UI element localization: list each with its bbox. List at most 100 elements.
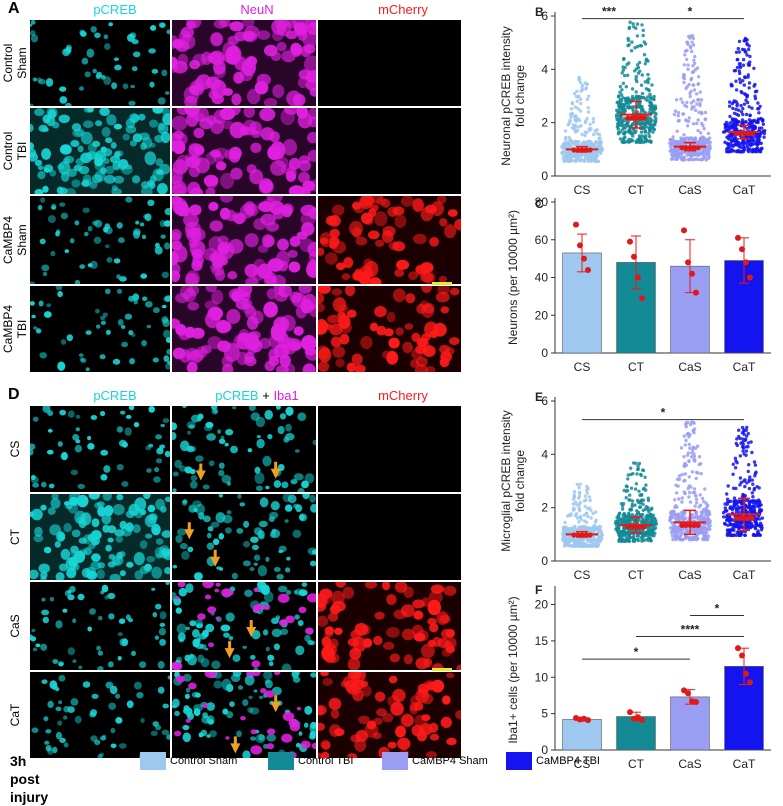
data-point [753,94,757,98]
x-tick-label: CaS [678,183,701,197]
data-point [743,259,749,266]
data-point [647,111,651,115]
data-point [682,63,686,67]
data-point [636,517,640,521]
data-point [730,101,734,106]
mouse-mean-point [579,532,585,538]
data-point [762,131,767,136]
data-point [742,452,746,456]
data-point [704,155,708,159]
y-tick-label: 0 [541,169,548,183]
data-point [737,510,741,514]
data-point [758,141,762,145]
data-point [632,535,636,539]
significance-label: * [634,645,639,659]
data-point [684,534,688,539]
data-point [621,96,625,100]
data-point [632,25,636,29]
panel-d-header-merge: pCREB + Iba1 [172,388,342,403]
data-point [648,95,653,99]
gridD-r2-c2 [318,582,461,670]
data-point [691,36,695,41]
mouse-mean-point [571,532,577,538]
data-point [701,537,705,542]
data-point [618,90,622,95]
data-point [566,539,571,543]
panel-d-header-pcreb: pCREB [93,388,137,403]
significance-label: * [661,406,666,420]
data-point [650,83,654,87]
data-point [634,461,638,465]
data-point [691,429,696,433]
data-point [684,516,688,520]
data-point [635,274,641,281]
data-point [672,150,676,155]
data-point [592,527,596,531]
data-point [644,530,648,535]
data-point [674,526,679,530]
data-point [750,505,754,509]
data-point [574,512,579,516]
x-tick-label: CT [628,757,645,771]
panel-a-header-neun: NeuN [240,2,274,17]
mouse-mean-point [629,524,635,530]
data-point [575,516,580,520]
data-point [569,159,573,163]
data-point [615,100,619,105]
data-point [681,518,685,522]
data-point [638,122,642,126]
chart-b: B 0 2 4 6 CS CT CaS CaT Neuronal pCREB intensityf… [499,5,771,197]
data-point [680,500,684,504]
gridA-r3-c2 [318,286,461,372]
data-point [571,123,576,127]
data-point [633,69,637,73]
data-point [735,524,739,529]
data-point [745,481,749,485]
data-point [674,532,678,536]
data-point [686,486,690,491]
data-point [691,83,696,87]
data-point [586,538,590,542]
data-point [645,98,649,103]
data-point [736,57,740,62]
data-point [680,496,684,500]
data-point [691,70,695,74]
data-point [738,80,743,85]
data-point [741,106,745,111]
data-point [571,497,576,501]
data-point [743,92,747,96]
legend-swatch [506,752,532,770]
data-point [650,506,654,510]
y-tick-label: 20 [535,598,549,612]
data-point [688,446,692,450]
data-point [756,529,760,533]
data-point [735,104,739,108]
data-point [753,526,758,531]
mouse-mean-point [587,147,593,153]
data-point [682,455,686,459]
data-point [648,127,653,131]
data-point [634,140,638,144]
data-point [589,155,593,159]
data-point [723,506,727,510]
data-point [685,57,689,62]
data-point [593,520,598,524]
data-point [638,43,643,48]
data-point [650,533,654,538]
data-point [702,525,707,530]
data-point [752,488,756,492]
data-point [596,159,600,163]
data-point [621,123,625,128]
data-point [575,99,579,103]
data-point [757,533,761,537]
data-point [585,506,590,511]
data-point [570,526,575,530]
data-point [733,500,737,504]
row-label: Control TBI [1,131,29,171]
data-point [743,670,749,677]
y-axis-label-line: Iba1+ cells (per 10000 µm²) [506,596,520,743]
data-point [706,522,711,526]
data-point [646,95,650,99]
data-point [744,50,748,54]
data-point [705,528,709,532]
